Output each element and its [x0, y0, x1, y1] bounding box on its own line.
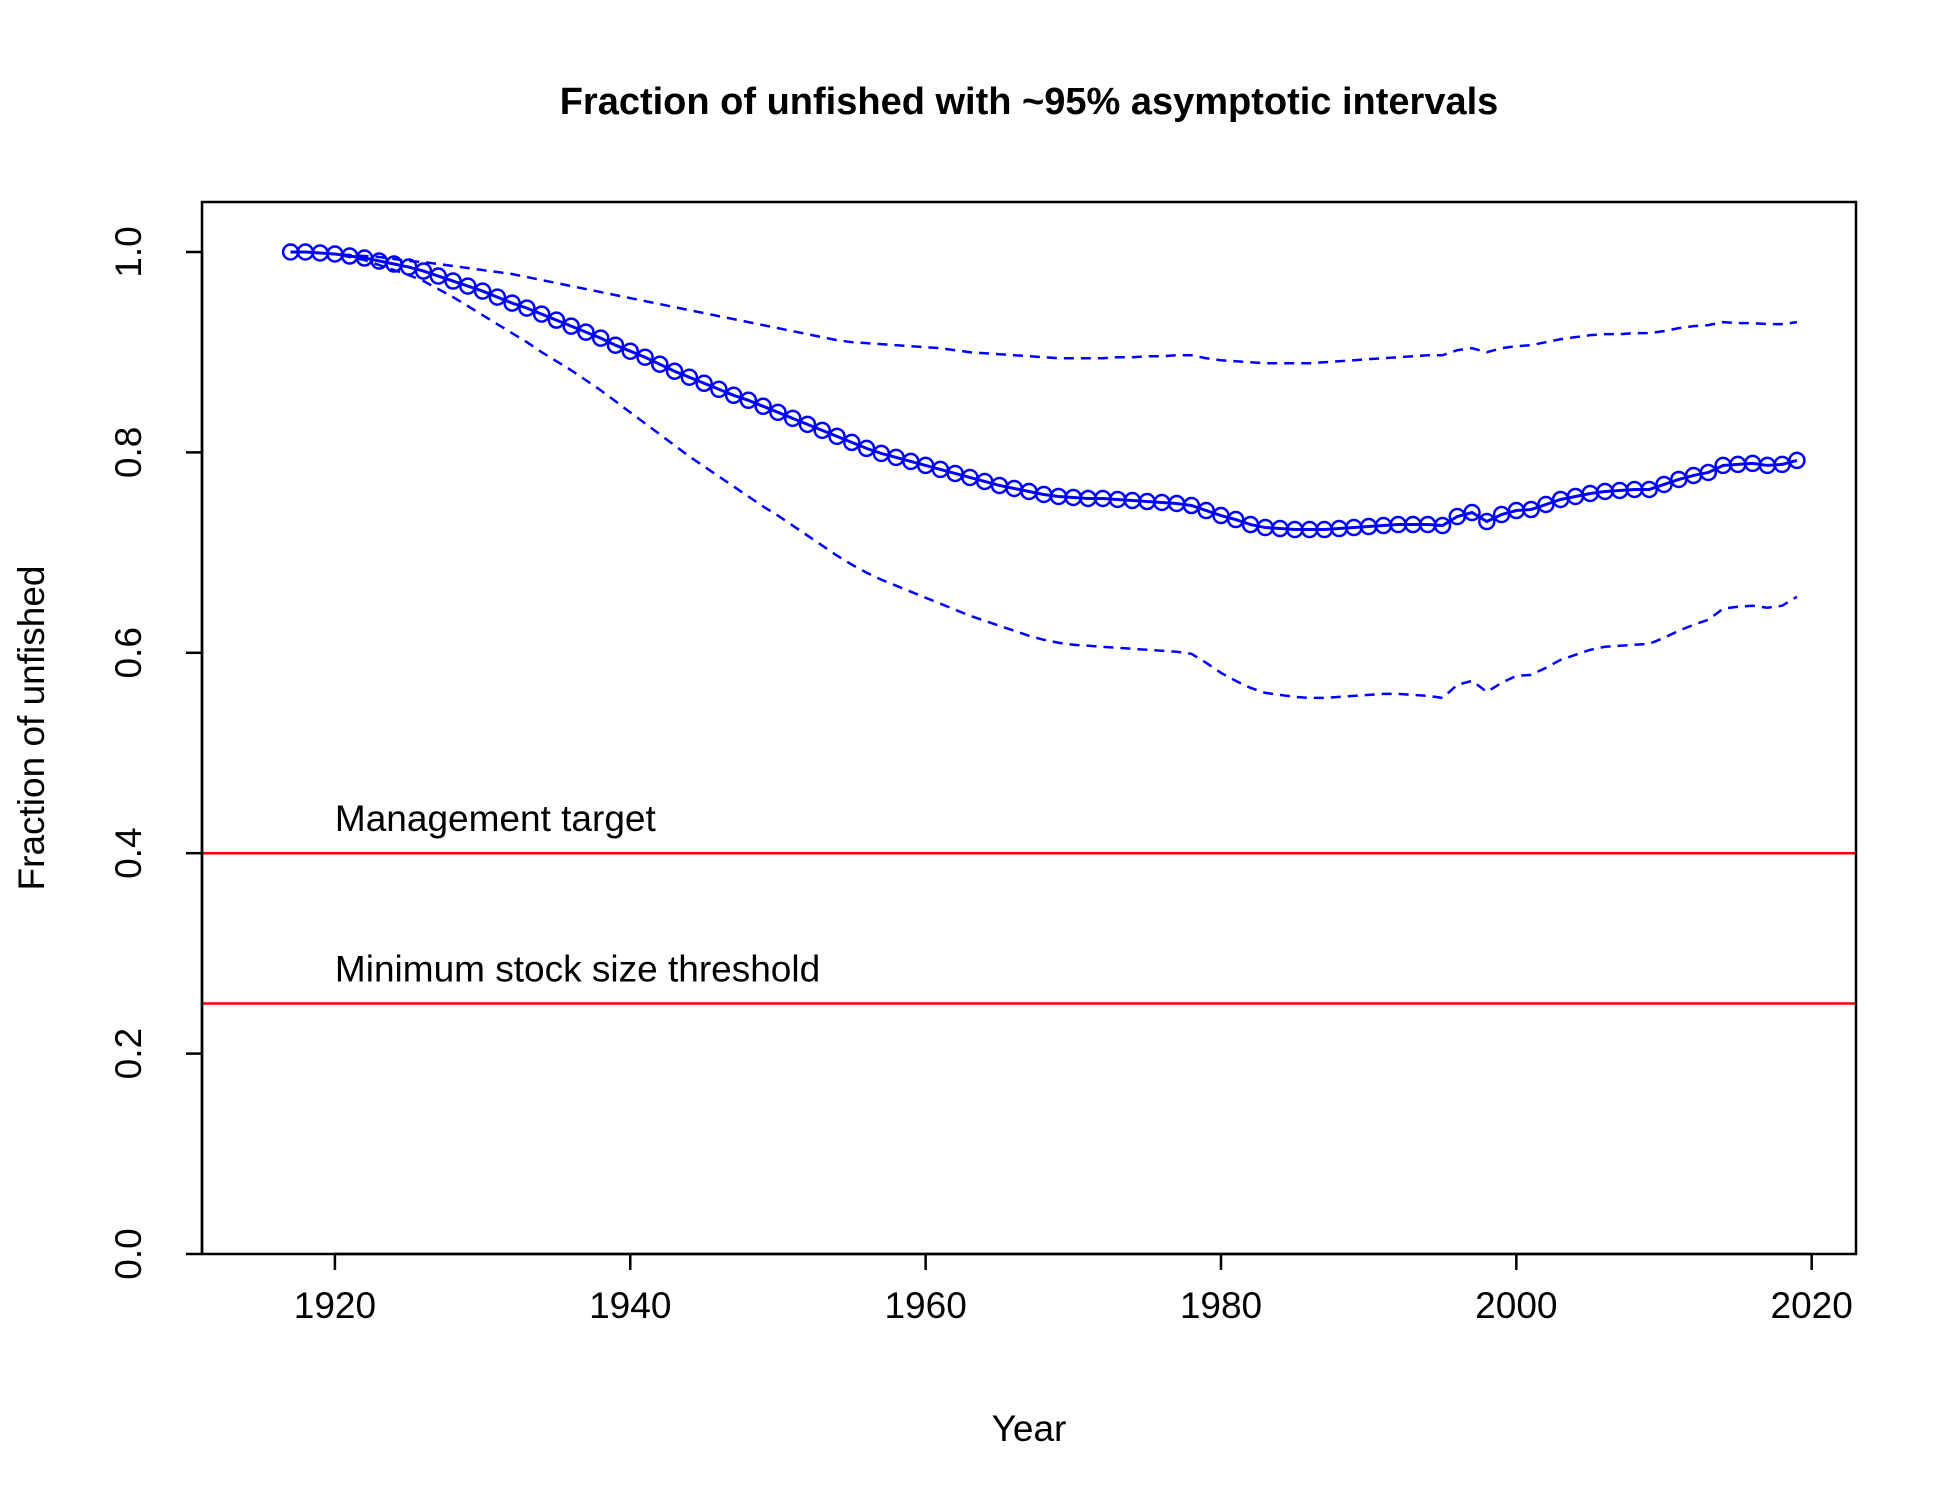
data-point [577, 323, 595, 341]
data-point [813, 421, 831, 440]
x-tick-label: 2020 [1771, 1285, 1853, 1326]
data-point [606, 336, 625, 354]
x-axis: 1920 1940 1960 1980 2000 2020 [294, 1252, 1853, 1326]
x-axis-label: Year [992, 1408, 1067, 1449]
data-point [1788, 451, 1806, 470]
data-point [1478, 512, 1496, 531]
data-point [591, 329, 610, 347]
data-point [488, 288, 507, 306]
data-point [429, 267, 448, 285]
y-tick-label: 0.6 [108, 627, 149, 678]
data-point [1463, 503, 1481, 522]
data-point [695, 374, 713, 393]
data-point [562, 317, 580, 335]
y-axis-label: Fraction of unfished [11, 566, 52, 891]
x-tick-label: 1920 [294, 1285, 376, 1326]
x-tick-label: 2000 [1475, 1285, 1557, 1326]
x-tick-label: 1960 [884, 1285, 966, 1326]
data-point [665, 362, 684, 380]
data-point [503, 294, 521, 312]
data-point [532, 305, 551, 323]
data-point [828, 427, 846, 446]
data-point [459, 277, 477, 295]
y-tick-label: 0.0 [108, 1228, 149, 1279]
data-point [739, 391, 758, 410]
data-point [769, 403, 787, 422]
data-point [857, 439, 876, 458]
data-point [651, 355, 669, 373]
data-point [1433, 516, 1452, 535]
data-point [783, 409, 802, 428]
data-point [547, 311, 566, 329]
x-tick-label: 1940 [589, 1285, 671, 1326]
data-point [621, 342, 640, 360]
reference-lines: Management target Minimum stock size thre… [202, 798, 1856, 1005]
data-point [680, 368, 699, 386]
data-point [724, 386, 743, 405]
data-point [636, 348, 654, 366]
data-point [473, 282, 492, 300]
data-point [1227, 510, 1245, 529]
y-tick-label: 1.0 [108, 226, 149, 277]
data-point [414, 262, 433, 280]
data-point [1522, 500, 1540, 519]
data-point [1182, 496, 1201, 515]
chart-title: Fraction of unfished with ~95% asymptoti… [560, 81, 1499, 123]
y-tick-label: 0.4 [108, 827, 149, 878]
x-tick-label: 1980 [1180, 1285, 1262, 1326]
y-axis: 0.0 0.2 0.4 0.6 0.8 1.0 [108, 226, 204, 1280]
reference-line-label: Minimum stock size threshold [335, 949, 820, 990]
data-point [1197, 501, 1215, 520]
data-point [710, 380, 728, 399]
data-point [754, 397, 772, 416]
y-tick-label: 0.8 [108, 427, 149, 478]
interval-bound-line [290, 250, 1798, 365]
data-point [798, 415, 817, 434]
data-point [843, 433, 861, 452]
series-layer [281, 243, 1806, 700]
y-tick-label: 0.2 [108, 1028, 149, 1079]
data-point [444, 272, 462, 290]
data-point [1640, 480, 1658, 499]
interval-bound-line [290, 250, 1798, 700]
data-point [1699, 463, 1718, 482]
reference-line-label: Management target [335, 798, 657, 839]
estimate-line [290, 250, 1798, 532]
data-point [1537, 495, 1555, 514]
data-point [1655, 475, 1673, 494]
data-point [518, 299, 536, 317]
